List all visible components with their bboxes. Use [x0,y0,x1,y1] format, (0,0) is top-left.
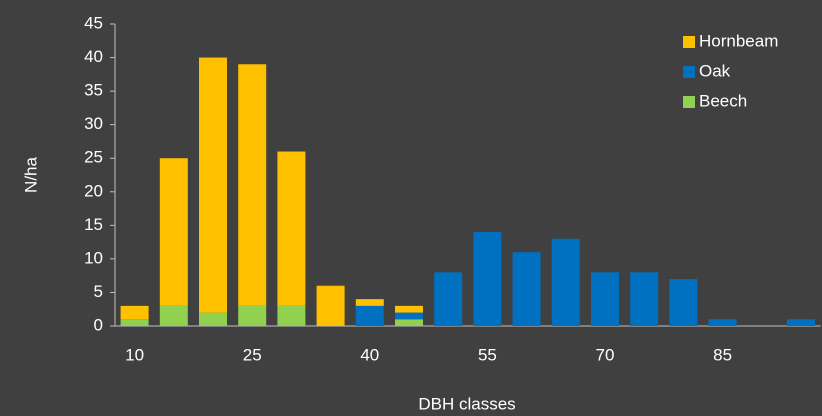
bar-segment [238,64,267,306]
legend-label: Beech [699,91,747,110]
bar-segment [120,305,149,320]
y-tick-label: 25 [84,148,103,167]
bar-segment [199,312,227,326]
bar-segment [238,305,267,326]
legend-swatch [683,96,695,108]
bar-segment [395,319,423,326]
y-tick-label: 10 [84,248,103,267]
x-tick-label: 70 [596,345,615,364]
bar-segment [708,319,737,326]
bar-segment [630,272,659,326]
bar-segment [277,151,306,306]
y-tick-label: 15 [84,215,103,234]
bar-segment [120,319,149,326]
bar-segment [159,305,188,326]
bar-segment [512,252,541,326]
bar-segment [395,312,423,320]
y-tick-label: 5 [94,282,103,301]
bar-segment [277,305,306,326]
y-tick-label: 20 [84,181,103,200]
bar-segment [434,272,463,326]
y-axis-title: N/ha [21,157,40,193]
x-tick-label: 55 [478,345,497,364]
y-tick-label: 40 [84,47,103,66]
bar-segment [787,319,815,326]
x-tick-label: 25 [243,345,262,364]
y-tick-label: 45 [84,13,103,32]
legend-swatch [683,66,695,78]
x-tick-label: 40 [360,345,379,364]
bar-segment [669,279,698,326]
bar-segment [591,272,619,326]
bar-segment [316,285,345,326]
bar-segment [355,305,384,326]
x-axis-title: DBH classes [418,394,515,413]
x-tick-label: 85 [713,345,732,364]
bar-segment [199,57,227,313]
legend-label: Oak [699,61,731,80]
bar-segment [395,305,423,313]
legend-label: Hornbeam [699,31,778,50]
bar-segment [159,158,188,306]
y-tick-label: 35 [84,81,103,100]
x-tick-label: 10 [125,345,144,364]
legend-swatch [683,36,695,48]
y-tick-label: 30 [84,114,103,133]
bar-segment [355,299,384,306]
bar-segment [551,238,580,326]
y-tick-label: 0 [94,315,103,334]
bar-segment [473,232,502,326]
